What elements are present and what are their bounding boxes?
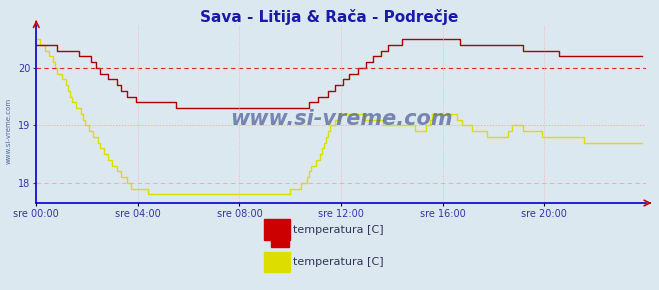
Text: temperatura [C]: temperatura [C]	[293, 258, 384, 267]
Text: temperatura [C]: temperatura [C]	[293, 225, 384, 235]
Text: www.si-vreme.com: www.si-vreme.com	[5, 97, 11, 164]
Bar	[264, 252, 290, 272]
Text: www.si-vreme.com: www.si-vreme.com	[230, 109, 452, 129]
Bar	[264, 219, 290, 240]
Text: Sava - Litija & Rača - Podrečje: Sava - Litija & Rača - Podrečje	[200, 9, 459, 25]
